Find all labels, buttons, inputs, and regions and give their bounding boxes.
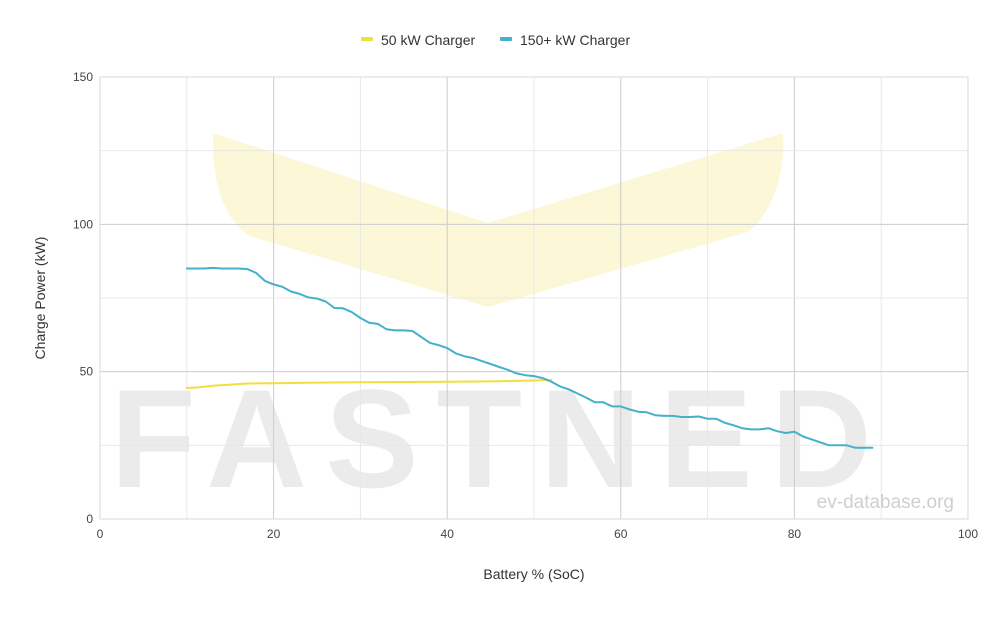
series-line-150kw <box>185 266 874 449</box>
legend: 50 kW Charger 150+ kW Charger <box>361 32 630 48</box>
y-tick-label: 100 <box>73 217 93 231</box>
x-tick-label: 0 <box>97 527 104 541</box>
x-tick-label: 60 <box>614 527 628 541</box>
credit-text: ev-database.org <box>817 492 954 513</box>
legend-swatch-150kw <box>500 37 512 41</box>
legend-swatch-50kw <box>361 37 373 41</box>
legend-label-150kw: 150+ kW Charger <box>520 32 630 48</box>
y-tick-label: 0 <box>86 512 93 526</box>
y-tick-label: 50 <box>80 365 94 379</box>
tick-labels: 0 20 40 60 80 100 0 50 100 150 <box>73 70 978 541</box>
series-layer <box>185 266 874 449</box>
x-tick-label: 100 <box>958 527 978 541</box>
grid <box>100 77 968 520</box>
watermark-text: FASTNED <box>110 360 889 517</box>
y-tick-label: 150 <box>73 70 93 84</box>
plot-area-border <box>99 76 969 520</box>
x-tick-label: 80 <box>788 527 802 541</box>
watermark-chevron-icon <box>212 133 784 307</box>
legend-label-50kw: 50 kW Charger <box>381 32 475 48</box>
series-line-50kw <box>185 378 553 389</box>
x-axis-label: Battery % (SoC) <box>483 566 584 582</box>
x-tick-label: 40 <box>441 527 455 541</box>
y-axis-label: Charge Power (kW) <box>32 237 48 360</box>
x-tick-label: 20 <box>267 527 281 541</box>
